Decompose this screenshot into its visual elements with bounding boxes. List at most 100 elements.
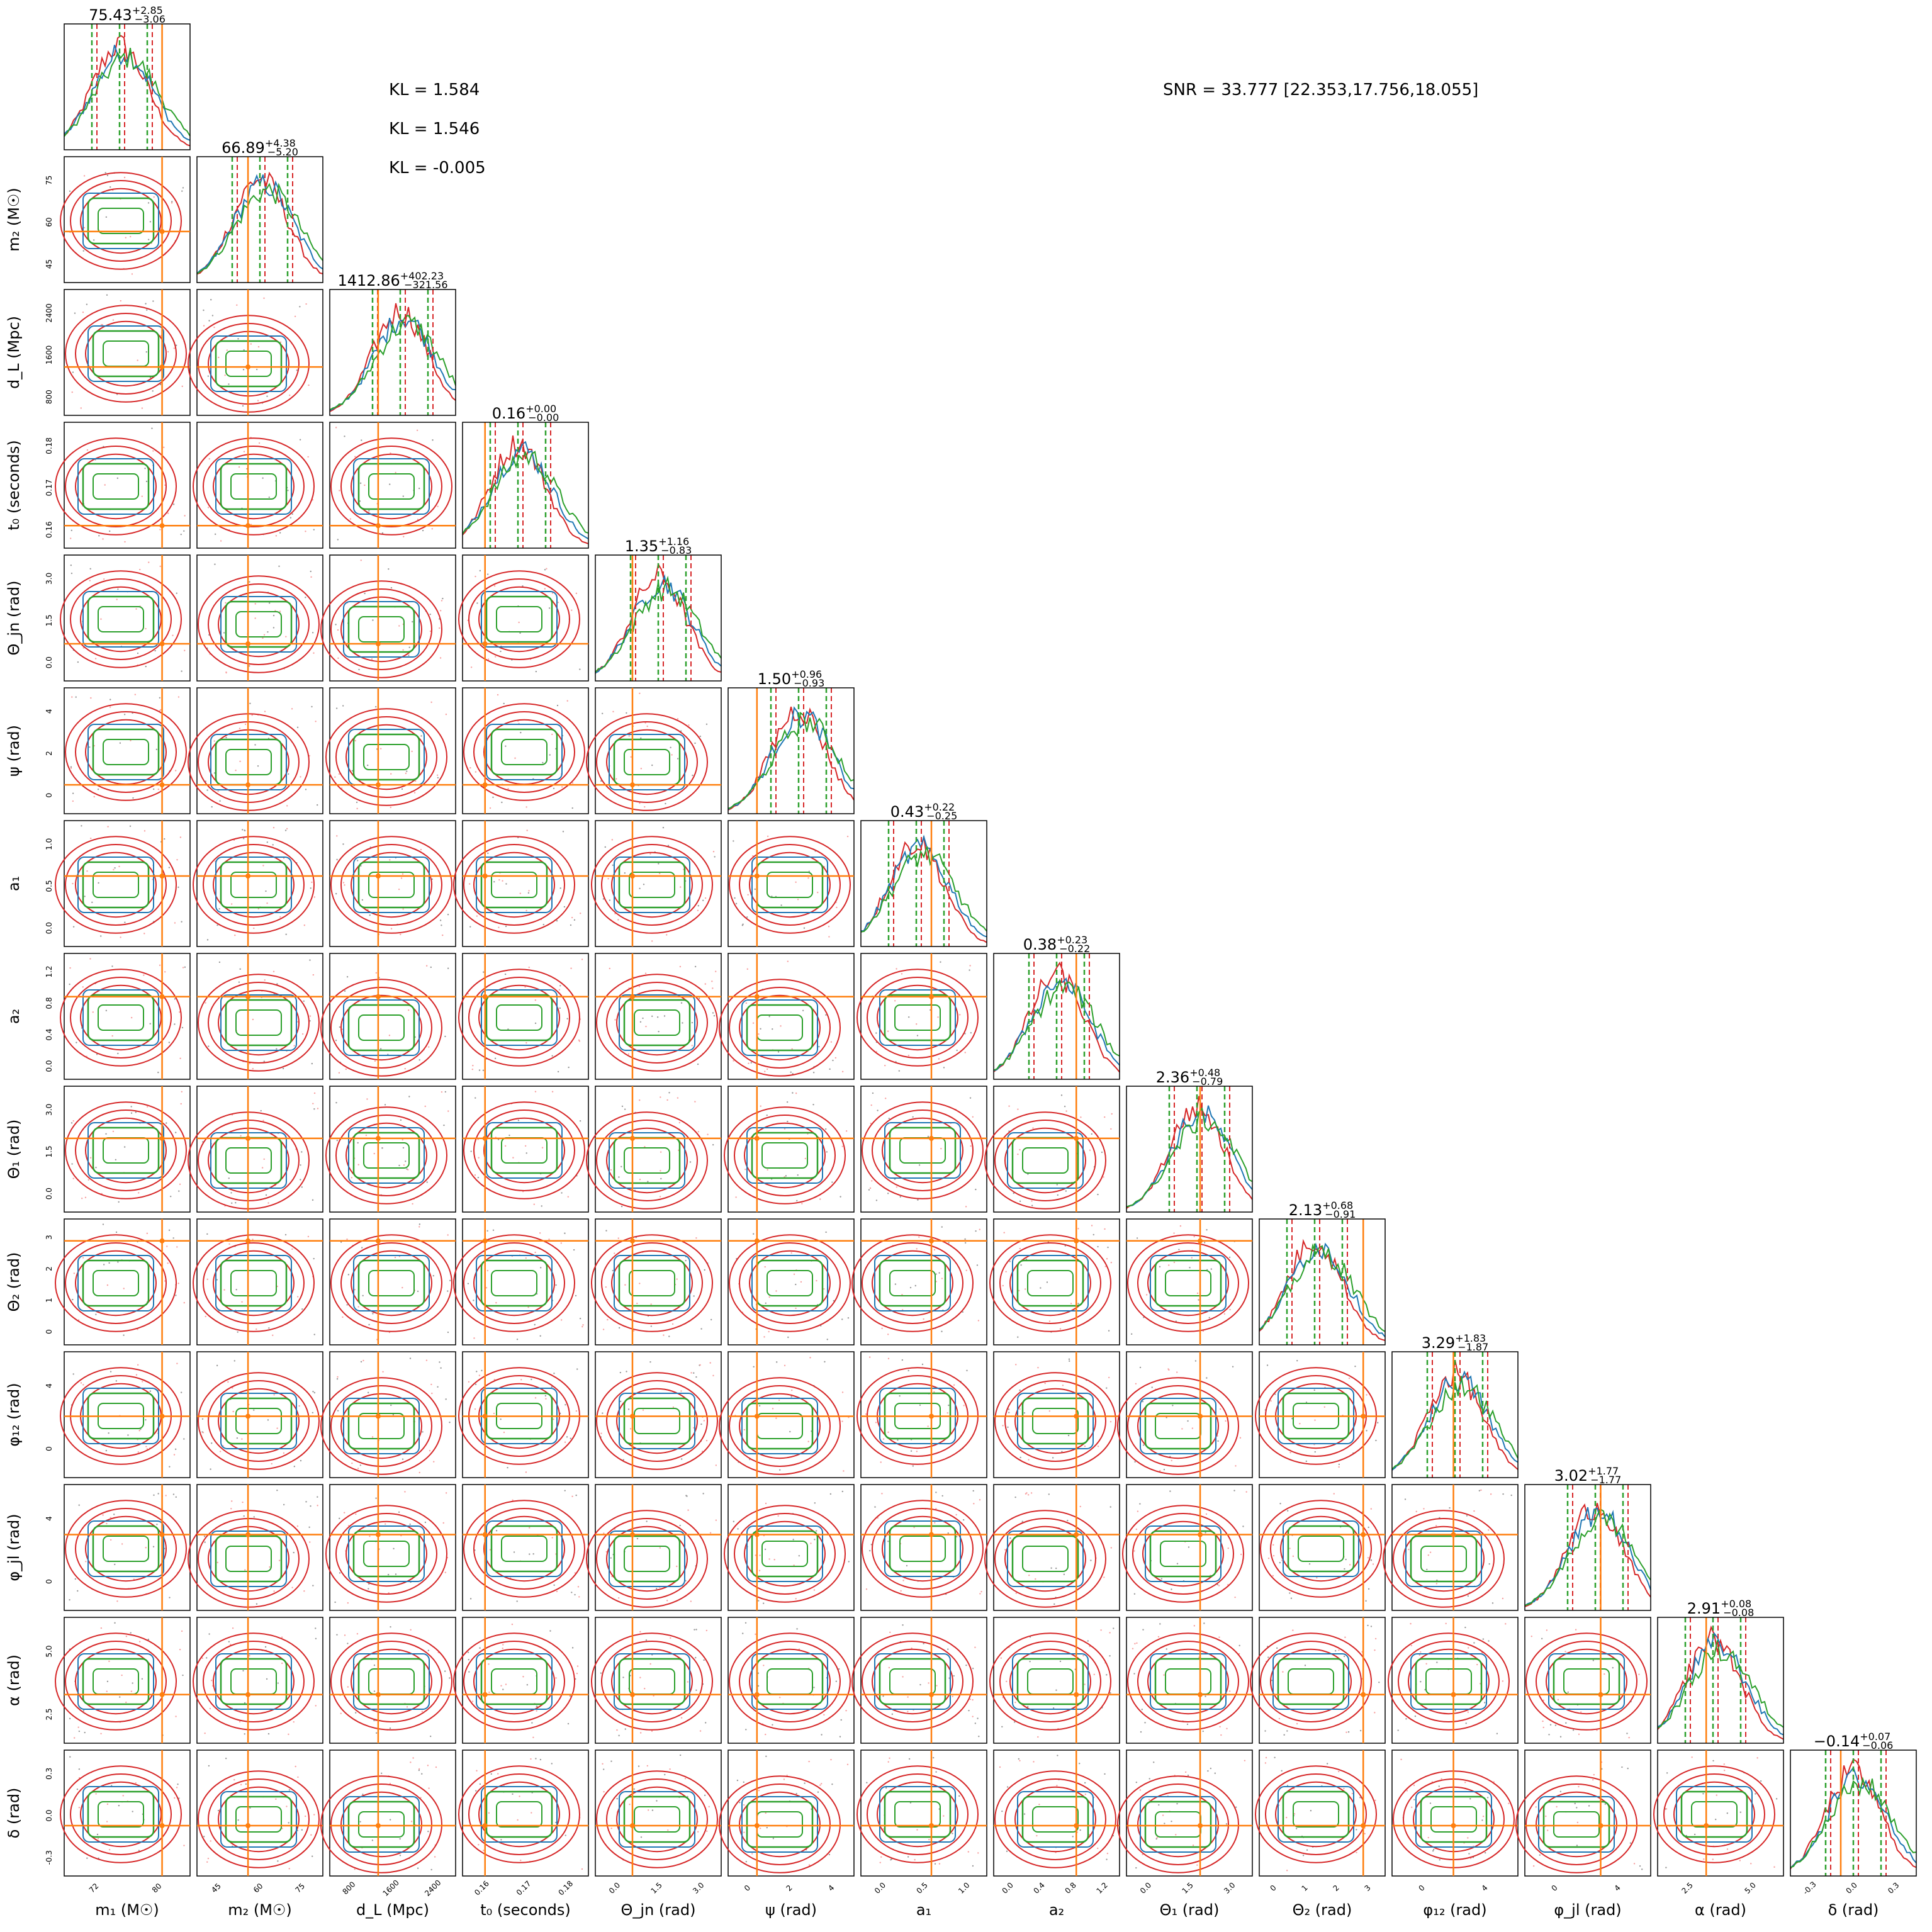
sample-point (534, 1323, 536, 1326)
sample-point (1079, 1829, 1081, 1831)
y-axis-label-delta: δ (rad) (5, 1788, 23, 1839)
truth-marker (629, 1692, 635, 1697)
sample-point (258, 442, 261, 444)
sample-point (1169, 1490, 1171, 1492)
truth-marker (245, 1823, 251, 1828)
sample-point (1374, 1799, 1376, 1802)
contour-green-inner (496, 1801, 542, 1828)
sample-point (841, 1391, 844, 1393)
sample-point (917, 1199, 919, 1201)
sample-point (894, 1000, 896, 1002)
sample-point (307, 456, 309, 458)
sample-point (347, 1602, 349, 1604)
sample-point (356, 801, 358, 804)
sample-point (1465, 1722, 1467, 1724)
sample-point (570, 924, 572, 926)
sample-point (1354, 1365, 1356, 1368)
sample-point (1028, 1459, 1030, 1461)
sample-point (775, 1290, 777, 1292)
contour-blue (343, 999, 420, 1056)
sample-point (1539, 1854, 1541, 1856)
sample-point (476, 1770, 478, 1772)
panel-frame (860, 1086, 987, 1213)
sample-point (418, 1223, 421, 1225)
sample-point (69, 1756, 71, 1758)
y-tick-delta: -0.3 (45, 1850, 53, 1865)
sample-point (1429, 1551, 1432, 1553)
sample-point (536, 1710, 537, 1712)
sample-point (437, 505, 439, 507)
sample-point (909, 1286, 912, 1289)
sample-point (1014, 1496, 1016, 1498)
sample-point (1739, 1811, 1742, 1813)
contour-green-inner (1691, 1801, 1738, 1828)
sample-point (902, 1676, 904, 1678)
x-tick-t0: 0.18 (556, 1879, 575, 1897)
x-axis-label-theta_jn: Θ_jn (rad) (621, 1901, 696, 1919)
sample-point (1397, 1729, 1399, 1731)
sample-point (913, 1526, 915, 1529)
sample-point (390, 587, 393, 589)
sample-point (845, 1130, 848, 1132)
contour-red-2 (80, 1781, 162, 1848)
sample-point (705, 1722, 707, 1724)
sample-point (291, 1248, 293, 1250)
sample-point (524, 986, 526, 988)
sample-point (795, 881, 797, 883)
sample-point (1372, 1563, 1374, 1565)
sample-point (251, 714, 253, 716)
sample-point (1145, 1294, 1148, 1296)
sample-point (644, 972, 647, 974)
sample-point (291, 1587, 293, 1588)
contour-red-0 (330, 836, 452, 934)
truth-marker (245, 873, 251, 879)
sample-point (531, 1378, 532, 1381)
contour-red-0 (55, 437, 177, 536)
contour-blue (1538, 1796, 1615, 1853)
contour-blue (77, 1255, 154, 1311)
sample-point (1436, 1579, 1438, 1581)
sample-point (288, 1868, 290, 1870)
sample-point (146, 1232, 149, 1235)
sample-point (679, 1524, 681, 1527)
sample-point (312, 1585, 314, 1587)
sample-point (936, 1685, 938, 1687)
sample-point (602, 898, 605, 900)
sample-point (447, 1290, 449, 1292)
sample-point (712, 1012, 714, 1014)
sample-point (70, 767, 72, 769)
sample-point (315, 1627, 317, 1629)
sample-point (694, 742, 696, 744)
sample-point (1438, 1785, 1440, 1787)
sample-point (551, 1386, 553, 1388)
panel-theta1-t0 (462, 1086, 589, 1213)
sample-point (146, 309, 148, 311)
sample-point (765, 1502, 767, 1505)
panel-psi-dL (325, 687, 456, 814)
hist-red-a1 (860, 836, 987, 943)
contour-red-0 (1260, 1500, 1382, 1598)
sample-point (115, 1231, 118, 1233)
sample-point (1279, 1561, 1281, 1564)
sample-point (1576, 1821, 1579, 1824)
sample-point (1187, 1420, 1189, 1422)
sample-point (745, 1860, 748, 1863)
panel-frame (1391, 1617, 1519, 1744)
sample-point (1593, 1773, 1595, 1776)
sample-point (896, 1186, 898, 1188)
sample-point (1278, 1717, 1281, 1720)
sample-point (1432, 1848, 1435, 1851)
sample-point (493, 1412, 495, 1415)
sample-point (656, 1800, 658, 1802)
sample-point (401, 788, 403, 790)
sample-point (102, 538, 104, 540)
sample-point (566, 1018, 568, 1019)
sample-point (83, 227, 86, 229)
contour-green (87, 1790, 155, 1838)
sample-point (1626, 1733, 1628, 1734)
sample-point (74, 1578, 77, 1580)
sample-point (261, 1167, 264, 1169)
sample-point (100, 1627, 103, 1629)
sample-point (492, 796, 494, 799)
sample-point (263, 1060, 265, 1062)
